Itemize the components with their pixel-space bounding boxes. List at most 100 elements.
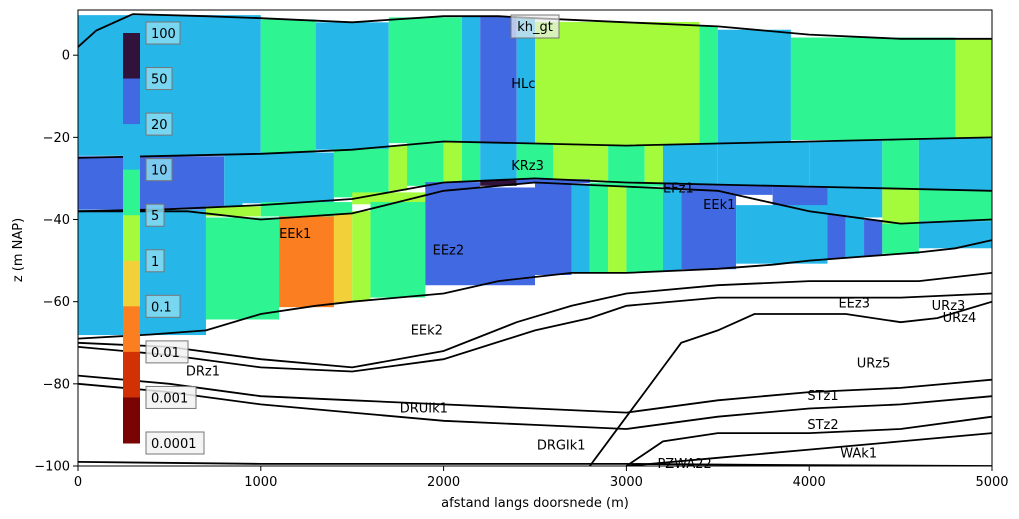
layer-cell <box>571 184 590 273</box>
colorbar-tick-label: 0.001 <box>151 391 188 406</box>
x-tick-label: 2000 <box>427 475 460 490</box>
unit-label: DRUIk1 <box>400 401 448 416</box>
unit-label: PZWA22 <box>657 457 711 472</box>
y-tick-label: −100 <box>34 460 70 475</box>
layer-cell <box>918 138 992 190</box>
layer-cell <box>662 183 700 190</box>
y-axis-label: z (m NAP) <box>11 218 26 282</box>
boundary-drz1-base <box>78 374 992 414</box>
colorbar: 100 50 20 10 5 1 0.1 0.01 0.001 0.0001 <box>123 21 205 455</box>
layer-cell <box>352 211 371 301</box>
colorbar-tick-label: 5 <box>151 209 159 224</box>
colorbar-label-box <box>145 203 165 227</box>
colorbar-label-box <box>145 158 173 182</box>
boundary-eez2-top <box>78 181 992 225</box>
layer-cell <box>882 139 919 189</box>
layer-cell <box>425 187 535 286</box>
boundary-surface <box>78 13 992 48</box>
boundary-eek2-base <box>78 272 992 369</box>
x-tick-label: 3000 <box>610 475 643 490</box>
layer-cell <box>480 142 517 181</box>
layer-cell <box>260 19 316 153</box>
layer-cell <box>480 180 517 186</box>
layer-cell <box>790 37 956 141</box>
layer-cell <box>260 202 353 217</box>
layer-cell <box>882 223 919 254</box>
layer-cell <box>78 211 206 336</box>
layer-cell <box>461 16 481 143</box>
layer-cell <box>827 214 846 259</box>
y-tick-label: −60 <box>43 295 70 310</box>
unit-label: STz1 <box>807 389 838 404</box>
layer-cell <box>699 185 773 195</box>
y-tick-label: −80 <box>43 377 70 392</box>
layer-cell <box>205 206 261 217</box>
colorbar-segment <box>123 215 140 262</box>
layer-cell <box>955 38 992 138</box>
x-axis-ticks: 0 1000 2000 3000 4000 5000 <box>74 466 1009 490</box>
layer-cell <box>279 216 334 308</box>
layer-cell <box>681 190 737 270</box>
layer-cell <box>662 144 718 184</box>
colorbar-label-box <box>145 385 197 409</box>
layer-cell <box>772 186 828 210</box>
layer-cell <box>388 17 462 144</box>
unit-label: KRz3 <box>511 159 544 174</box>
title-frame <box>510 14 560 39</box>
layer-cell <box>717 142 810 186</box>
layer-cell <box>589 182 663 187</box>
layer-cell <box>589 185 609 273</box>
layer-cell <box>516 17 535 144</box>
unit-label: URz3 <box>932 299 966 314</box>
layer-cell <box>242 152 334 204</box>
unit-label: WAk1 <box>840 447 877 462</box>
boundary-urz-top <box>589 300 992 466</box>
plot-frame <box>77 9 993 467</box>
unit-label: EEk1 <box>279 227 311 242</box>
y-axis-ticks: −100 −80 −60 −40 −20 0 <box>34 49 78 475</box>
layer-cell <box>662 188 682 271</box>
boundary-eez2-base <box>78 239 992 340</box>
y-tick-label: 0 <box>62 49 70 64</box>
colorbar-label-box <box>145 249 165 273</box>
layer-cell <box>553 144 609 181</box>
x-axis-label: afstand langs doorsnede (m) <box>441 496 629 511</box>
unit-label: EEz3 <box>838 297 870 312</box>
boundary-stz1-base <box>625 415 992 466</box>
layer-cell <box>425 182 481 190</box>
unit-label: URz4 <box>943 311 977 326</box>
layer-cell <box>516 179 590 184</box>
layer-cell <box>352 192 426 205</box>
colorbar-tick-label: 1 <box>151 255 159 270</box>
unit-label: STz2 <box>807 418 838 433</box>
layer-cell <box>535 183 572 275</box>
colorbar-segment <box>123 260 140 307</box>
boundary-drulk1-base <box>78 382 992 430</box>
colorbar-label-box <box>145 431 205 455</box>
layer-cell <box>717 29 791 143</box>
unit-label: HLc <box>511 77 535 92</box>
layer-cell <box>918 221 992 249</box>
colorbar-label-box <box>145 67 173 91</box>
unit-label: EEz2 <box>433 243 465 258</box>
layer-cell <box>535 21 700 146</box>
y-tick-label: −20 <box>43 131 70 146</box>
unit-label: DRGIk1 <box>537 438 586 453</box>
colorbar-label-box <box>145 112 173 136</box>
unit-label: URz5 <box>857 356 891 371</box>
layer-fills <box>78 15 992 336</box>
layer-cell <box>370 202 426 298</box>
layer-cell <box>918 189 992 222</box>
colorbar-tick-label: 0.1 <box>151 300 172 315</box>
colorbar-tick-label: 50 <box>151 73 168 88</box>
layer-cell <box>388 145 408 191</box>
layer-cell <box>827 187 883 218</box>
colorbar-segment <box>123 124 140 171</box>
layer-boundaries <box>78 13 992 466</box>
boundary-base <box>78 461 992 466</box>
colorbar-segment <box>123 306 140 353</box>
layer-cell <box>882 188 919 224</box>
x-tick-label: 5000 <box>975 475 1008 490</box>
layer-cell <box>205 217 280 320</box>
